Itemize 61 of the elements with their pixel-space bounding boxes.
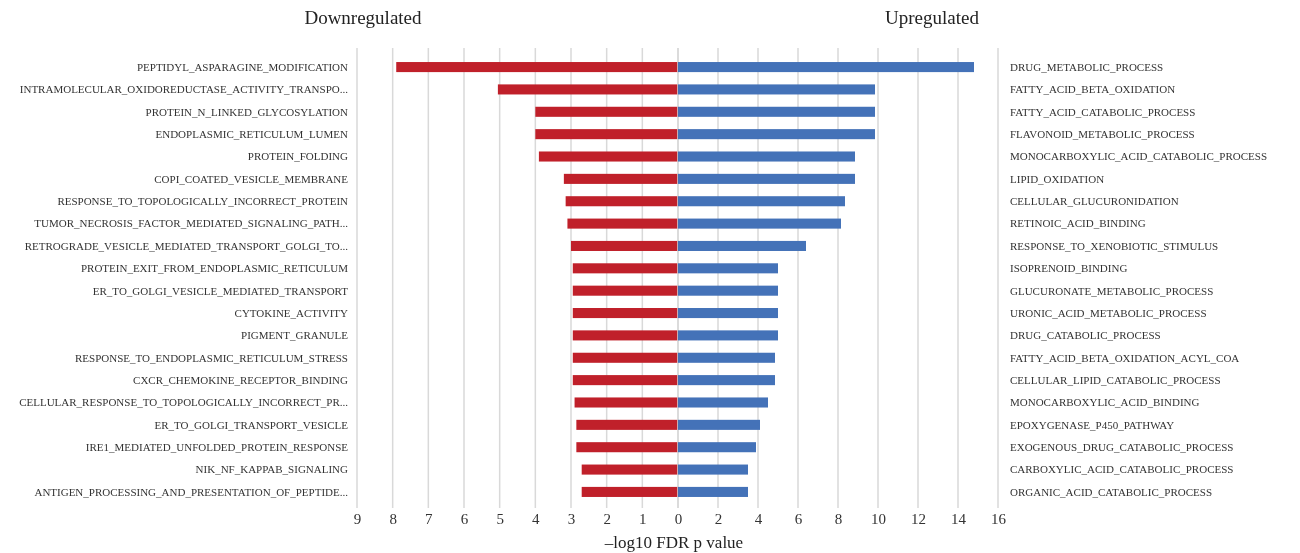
x-tick-label: 8	[834, 510, 843, 527]
x-axis-title: –log10 FDR p value	[603, 533, 744, 552]
y-tick-label: RESPONSE_TO_TOPOLOGICALLY_INCORRECT_PROTEIN	[57, 195, 349, 208]
y-tick-label: CXCR_CHEMOKINE_RECEPTOR_BINDING	[133, 373, 349, 386]
y-tick-label: EPOXYGENASE_P450_PATHWAY	[1010, 418, 1175, 431]
y-tick-label: PEPTIDYL_ASPARAGINE_MODIFICATION	[136, 60, 349, 73]
y-tick-label: EXOGENOUS_DRUG_CATABOLIC_PROCESS	[1010, 441, 1234, 454]
x-tick-label: 8	[389, 510, 397, 527]
x-tick-label: 9	[353, 510, 362, 527]
y-tick-label: ORGANIC_ACID_CATABOLIC_PROCESS	[1010, 485, 1213, 498]
y-tick-label: CARBOXYLIC_ACID_CATABOLIC_PROCESS	[1010, 463, 1234, 476]
x-tick-label: 6	[460, 510, 469, 527]
y-tick-label: RETROGRADE_VESICLE_MEDIATED_TRANSPORT_GOLGI_TO...	[24, 239, 349, 252]
y-tick-label: CELLULAR_GLUCURONIDATION	[1010, 195, 1179, 208]
x-tick-label: 4	[754, 510, 763, 527]
x-tick-label: 0	[674, 510, 683, 527]
y-tick-label: URONIC_ACID_METABOLIC_PROCESS	[1010, 306, 1207, 319]
y-tick-label: FATTY_ACID_CATABOLIC_PROCESS	[1010, 105, 1196, 118]
x-tick-label: 5	[496, 510, 504, 527]
x-tick-label: 1	[639, 510, 647, 527]
x-tick-label: 10	[871, 510, 886, 527]
chart-title: Upregulated	[885, 7, 980, 28]
x-tick-label: 2	[714, 510, 723, 527]
y-tick-label: ISOPRENOID_BINDING	[1010, 262, 1128, 275]
y-tick-label: ENDOPLASMIC_RETICULUM_LUMEN	[155, 128, 349, 140]
x-tick-label: 14	[951, 510, 967, 527]
y-tick-label: MONOCARBOXYLIC_ACID_CATABOLIC_PROCESS	[1010, 150, 1268, 163]
y-tick-label: FATTY_ACID_BETA_OXIDATION_ACYL_COA	[1010, 351, 1240, 364]
x-tick-label: 6	[794, 510, 803, 527]
y-tick-label: RESPONSE_TO_ENDOPLASMIC_RETICULUM_STRESS	[74, 351, 348, 364]
y-tick-label: MONOCARBOXYLIC_ACID_BINDING	[1010, 396, 1200, 409]
y-tick-label: RESPONSE_TO_XENOBIOTIC_STIMULUS	[1010, 239, 1219, 252]
chart-title: Downregulated	[304, 7, 423, 28]
y-tick-label: ANTIGEN_PROCESSING_AND_PRESENTATION_OF_PEPTIDE...	[34, 485, 349, 498]
y-tick-label: PROTEIN_N_LINKED_GLYCOSYLATION	[145, 105, 349, 118]
y-tick-label: CELLULAR_LIPID_CATABOLIC_PROCESS	[1010, 373, 1221, 386]
y-tick-label: NIK_NF_KAPPAB_SIGNALING	[195, 463, 349, 476]
y-tick-label: FLAVONOID_METABOLIC_PROCESS	[1010, 128, 1195, 140]
y-tick-label: FATTY_ACID_BETA_OXIDATION	[1010, 83, 1176, 96]
x-tick-label: 16	[991, 510, 1007, 527]
y-tick-label: IRE1_MEDIATED_UNFOLDED_PROTEIN_RESPONSE	[85, 441, 349, 454]
y-tick-label: COPI_COATED_VESICLE_MEMBRANE	[154, 172, 349, 185]
x-tick-label: 4	[532, 510, 541, 527]
y-tick-label: DRUG_CATABOLIC_PROCESS	[1010, 329, 1161, 342]
y-tick-label: LIPID_OXIDATION	[1010, 172, 1105, 185]
x-tick-label: 7	[425, 510, 434, 527]
y-tick-label: GLUCURONATE_METABOLIC_PROCESS	[1010, 284, 1214, 297]
y-tick-label: ER_TO_GOLGI_VESICLE_MEDIATED_TRANSPORT	[92, 284, 349, 297]
y-tick-label: PROTEIN_EXIT_FROM_ENDOPLASMIC_RETICULUM	[80, 262, 349, 275]
x-tick-label: 3	[567, 510, 576, 527]
y-tick-label: RETINOIC_ACID_BINDING	[1010, 217, 1146, 230]
y-tick-label: CYTOKINE_ACTIVITY	[234, 306, 349, 319]
y-tick-label: TUMOR_NECROSIS_FACTOR_MEDIATED_SIGNALING_PATH...	[34, 217, 349, 230]
x-tick-label: 2	[603, 510, 611, 527]
y-tick-label: PROTEIN_FOLDING	[247, 150, 349, 163]
y-tick-label: ER_TO_GOLGI_TRANSPORT_VESICLE	[154, 418, 349, 431]
y-tick-label: INTRAMOLECULAR_OXIDOREDUCTASE_ACTIVITY_TRANSPO...	[19, 83, 349, 96]
y-tick-label: CELLULAR_RESPONSE_TO_TOPOLOGICALLY_INCORRECT_PR...	[19, 396, 349, 409]
y-tick-label: DRUG_METABOLIC_PROCESS	[1010, 60, 1164, 73]
x-tick-label: 12	[911, 510, 926, 527]
y-tick-label: PIGMENT_GRANULE	[241, 329, 349, 342]
